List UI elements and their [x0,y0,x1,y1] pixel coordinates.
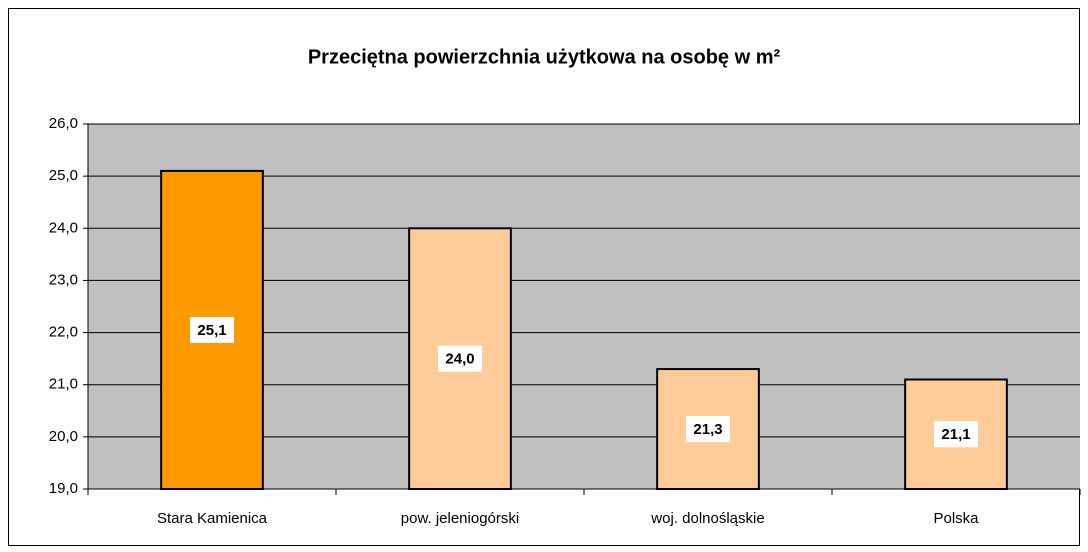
x-tick-label: woj. dolnośląskie [650,510,764,527]
value-label-bg [934,421,978,448]
y-tick-label: 22,0 [49,324,78,341]
chart-title: Przeciętna powierzchnia użytkowa na osob… [308,46,781,68]
y-tick-label: 25,0 [49,167,78,184]
value-label: 21,3 [693,421,722,438]
value-label-bg [686,416,730,443]
value-label: 24,0 [445,351,474,368]
y-tick-label: 19,0 [49,480,78,497]
y-tick-label: 24,0 [49,219,78,236]
bar [160,169,264,491]
y-tick-label: 21,0 [49,376,78,393]
x-tick-label: pow. jeleniogórski [401,510,519,527]
value-label: 21,1 [941,426,970,443]
x-tick-label: Stara Kamienica [157,510,268,527]
value-label-bg [438,345,482,372]
y-tick-label: 23,0 [49,271,78,288]
value-label-bg [190,316,234,343]
y-tick-label: 20,0 [49,428,78,445]
x-tick-label: Polska [933,510,979,527]
y-tick-label: 26,0 [49,115,78,132]
value-label: 25,1 [197,322,226,339]
